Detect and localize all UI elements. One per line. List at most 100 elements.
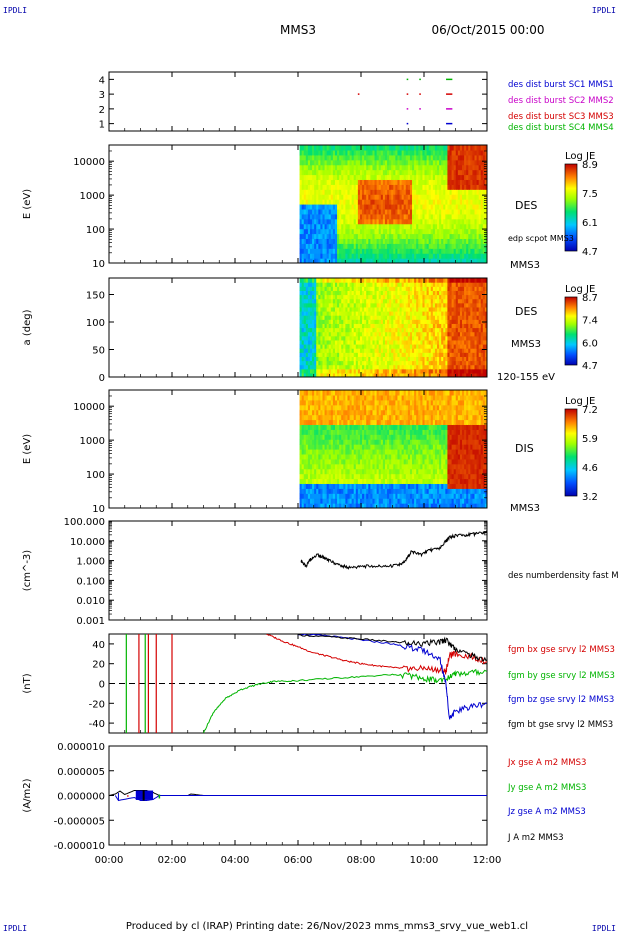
heatmap-cell <box>432 331 436 337</box>
heatmap-cell <box>424 228 428 235</box>
heatmap-cell <box>337 290 340 296</box>
heatmap-cell <box>416 372 419 377</box>
heatmap-cell <box>403 311 407 316</box>
heatmap-cell <box>305 419 309 426</box>
heatmap-cell <box>330 339 334 345</box>
heatmap-cell <box>339 360 342 366</box>
heatmap-cell <box>326 294 330 300</box>
heatmap-cell <box>318 429 321 435</box>
heatmap-cell <box>451 248 455 254</box>
heatmap-cell <box>407 368 411 374</box>
heatmap-cell <box>399 360 403 366</box>
heatmap-cell <box>362 194 365 200</box>
heatmap-cell <box>368 372 371 377</box>
heatmap-cell <box>387 311 390 316</box>
heatmap-cell <box>382 213 386 220</box>
heatmap-cell <box>395 184 399 190</box>
heatmap-cell <box>309 228 313 235</box>
heatmap-cell <box>318 327 321 333</box>
heatmap-cell <box>455 348 459 353</box>
heatmap-cell <box>466 352 469 357</box>
heatmap-cell <box>470 179 474 185</box>
heatmap-cell <box>303 184 307 190</box>
heatmap-cell <box>332 404 336 411</box>
heatmap-cell <box>357 189 361 195</box>
heatmap-cell <box>312 394 315 401</box>
y-tick-label: 10 <box>92 259 105 270</box>
heatmap-cell <box>330 233 334 240</box>
heatmap-cell <box>380 164 384 171</box>
heatmap-cell <box>299 315 303 320</box>
heatmap-cell <box>328 290 332 296</box>
heatmap-cell <box>449 248 453 254</box>
heatmap-cell <box>380 290 384 296</box>
heatmap-cell <box>459 335 463 341</box>
heatmap-cell <box>368 306 371 312</box>
heatmap-cell <box>314 444 317 450</box>
heatmap-cell <box>391 368 394 374</box>
heatmap-cell <box>380 282 384 287</box>
heatmap-cell <box>372 298 376 304</box>
heatmap-cell <box>451 331 455 337</box>
heatmap-cell <box>472 352 476 357</box>
heatmap-cell <box>320 414 324 421</box>
heatmap-cell <box>428 323 432 329</box>
heatmap-cell <box>478 145 482 151</box>
y-tick-label: 100 <box>86 225 105 236</box>
heatmap-cell <box>405 218 409 225</box>
heatmap-cell <box>468 278 471 283</box>
heatmap-cell <box>345 319 349 324</box>
heatmap-cell <box>426 323 430 329</box>
heatmap-cell <box>414 372 417 377</box>
heatmap-cell <box>478 253 482 259</box>
heatmap-cell <box>366 199 369 205</box>
heatmap-cell <box>424 189 428 195</box>
heatmap-cell <box>464 164 467 171</box>
heatmap-cell <box>349 258 353 263</box>
heatmap-cell <box>476 169 480 176</box>
heatmap-cell <box>343 278 346 283</box>
heatmap-cell <box>309 164 313 171</box>
heatmap-cell <box>451 194 455 200</box>
heatmap-cell <box>426 286 430 291</box>
heatmap-cell <box>330 372 334 377</box>
heatmap-cell <box>316 243 319 249</box>
heatmap-cell <box>326 290 330 296</box>
heatmap-cell <box>441 223 444 230</box>
heatmap-cell <box>432 282 436 287</box>
heatmap-cell <box>322 352 326 357</box>
heatmap-cell <box>328 315 332 320</box>
heatmap-cell <box>370 290 374 296</box>
heatmap-cell <box>372 294 376 300</box>
heatmap-cell <box>372 364 376 370</box>
heatmap-cell <box>474 164 478 171</box>
heatmap-cell <box>339 189 342 195</box>
heatmap-cell <box>334 364 338 370</box>
heatmap-cell <box>420 164 424 171</box>
heatmap-cell <box>334 194 338 200</box>
heatmap-cell <box>464 294 467 300</box>
heatmap-cell <box>345 298 349 304</box>
heatmap-cell <box>299 364 303 370</box>
heatmap-cell <box>384 356 388 362</box>
heatmap-cell <box>318 439 321 445</box>
heatmap-cell <box>359 282 363 287</box>
heatmap-cell <box>393 286 396 291</box>
heatmap-cell <box>364 372 367 377</box>
heatmap-cell <box>426 184 430 190</box>
heatmap-cell <box>374 286 378 291</box>
heatmap-cell <box>322 344 326 349</box>
heatmap-cell <box>351 319 355 324</box>
heatmap-cell <box>484 208 487 215</box>
heatmap-cell <box>305 364 309 370</box>
heatmap-cell <box>328 253 332 259</box>
heatmap-cell <box>378 218 382 225</box>
heatmap-cell <box>362 223 365 230</box>
heatmap-cell <box>318 468 321 475</box>
heatmap-cell <box>391 179 394 185</box>
heatmap-cell <box>307 483 311 489</box>
heatmap-cell <box>480 199 484 205</box>
heatmap-cell <box>330 327 334 333</box>
heatmap-cell <box>307 248 311 254</box>
heatmap-cell <box>416 248 419 254</box>
